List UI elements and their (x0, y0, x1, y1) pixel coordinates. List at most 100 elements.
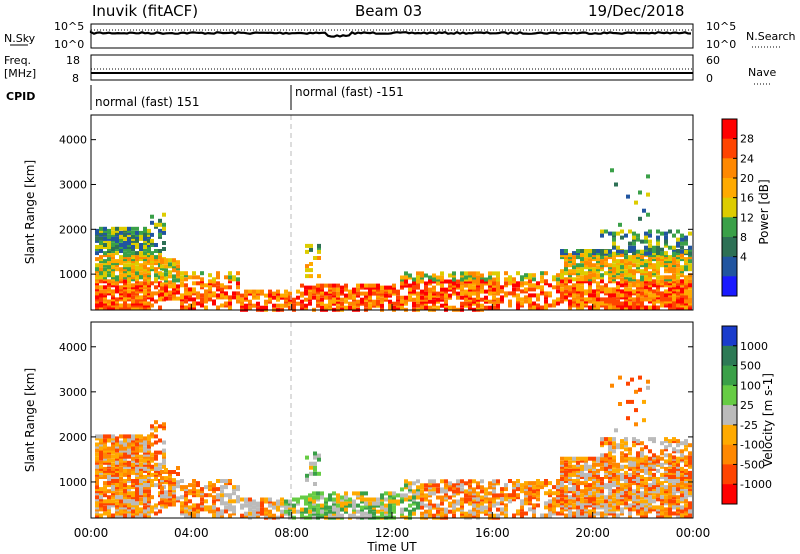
heatmap-cell (472, 273, 476, 278)
heatmap-cell (328, 509, 332, 514)
heatmap-cell (313, 461, 317, 466)
heatmap-cell (139, 501, 143, 506)
heatmap-cell (244, 289, 248, 294)
heatmap-cell (188, 275, 192, 280)
heatmap-cell (115, 275, 119, 280)
heatmap-cell (316, 503, 320, 508)
heatmap-cell (524, 511, 528, 516)
heatmap-cell (676, 466, 680, 471)
heatmap-cell (460, 291, 464, 296)
heatmap-cell (332, 501, 336, 506)
heatmap-cell (644, 477, 648, 481)
heatmap-cell (312, 507, 316, 512)
heatmap-cell (624, 475, 628, 479)
heatmap-cell (676, 443, 680, 448)
heatmap-cell (512, 277, 516, 282)
heatmap-cell (464, 481, 468, 486)
heatmap-cell (272, 501, 276, 506)
heatmap-cell (604, 499, 608, 504)
heatmap-cell (588, 263, 592, 268)
heatmap-cell (172, 494, 176, 499)
heatmap-cell (147, 497, 151, 502)
heatmap-cell (532, 293, 536, 298)
heatmap-cell (440, 501, 444, 506)
heatmap-cell (628, 472, 632, 477)
heatmap-cell (604, 257, 608, 262)
heatmap-cell (184, 305, 188, 310)
heatmap-cell (508, 479, 512, 483)
heatmap-cell (143, 505, 147, 510)
heatmap-cell (288, 501, 292, 506)
heatmap-cell (540, 485, 544, 490)
heatmap-cell (664, 289, 668, 294)
heatmap-cell (119, 226, 123, 231)
heatmap-cell (688, 501, 692, 506)
heatmap-cell (540, 275, 544, 280)
heatmap-cell (336, 305, 340, 310)
heatmap-cell (164, 490, 168, 495)
heatmap-cell (432, 503, 436, 508)
heatmap-cell (672, 447, 676, 452)
heatmap-cell (676, 475, 680, 479)
heatmap-cell (135, 479, 139, 483)
heatmap-cell (312, 491, 316, 496)
heatmap-cell (660, 505, 664, 510)
heatmap-cell (660, 456, 664, 461)
heatmap-cell (464, 283, 468, 288)
heatmap-cell (516, 293, 520, 298)
heatmap-cell (536, 293, 540, 298)
heatmap-cell (620, 277, 624, 282)
heatmap-cell (444, 483, 448, 488)
heatmap-cell (600, 453, 604, 458)
heatmap-cell (444, 487, 448, 492)
heatmap-cell (123, 438, 127, 443)
heatmap-cell (584, 456, 588, 461)
heatmap-cell (300, 495, 304, 500)
heatmap-cell (632, 457, 636, 462)
heatmap-cell (680, 249, 684, 254)
heatmap-cell (512, 283, 516, 288)
heatmap-cell (576, 251, 580, 256)
heatmap-cell (672, 511, 676, 516)
heatmap-cell (480, 273, 484, 278)
heatmap-cell (664, 507, 668, 512)
heatmap-cell (568, 497, 572, 502)
heatmap-cell (168, 480, 172, 485)
heatmap-cell (616, 462, 620, 467)
heatmap-cell (600, 511, 604, 516)
heatmap-cell (139, 487, 143, 492)
heatmap-cell (224, 479, 228, 483)
heatmap-cell (143, 511, 147, 516)
heatmap-cell (452, 505, 456, 510)
heatmap-cell (564, 249, 568, 253)
heatmap-cell (119, 511, 123, 516)
heatmap-cell (103, 259, 107, 264)
heatmap-cell (604, 475, 608, 479)
heatmap-cell (111, 243, 115, 247)
heatmap-cell (484, 491, 488, 496)
heatmap-cell (616, 249, 620, 253)
freq-label-1: Freq. (4, 54, 31, 67)
heatmap-cell (236, 299, 240, 304)
heatmap-cell (604, 299, 608, 304)
heatmap-cell (604, 509, 608, 514)
heatmap-cell (612, 455, 616, 460)
heatmap-cell (208, 481, 212, 486)
heatmap-cell (264, 305, 268, 310)
heatmap-cell (484, 277, 488, 282)
heatmap-cell (624, 275, 628, 280)
heatmap-cell (154, 466, 158, 471)
heatmap-cell (176, 290, 180, 295)
heatmap-cell (520, 483, 524, 488)
heatmap-cell (164, 264, 168, 269)
heatmap-cell (300, 509, 304, 514)
heatmap-cell (344, 305, 348, 310)
heatmap-cell (564, 470, 568, 475)
heatmap-cell (628, 277, 632, 282)
heatmap-cell (580, 511, 584, 516)
heatmap-cell (204, 299, 208, 304)
heatmap-cell (624, 493, 628, 498)
heatmap-cell (580, 464, 584, 469)
heatmap-cell (624, 255, 628, 260)
heatmap-cell (200, 489, 204, 494)
